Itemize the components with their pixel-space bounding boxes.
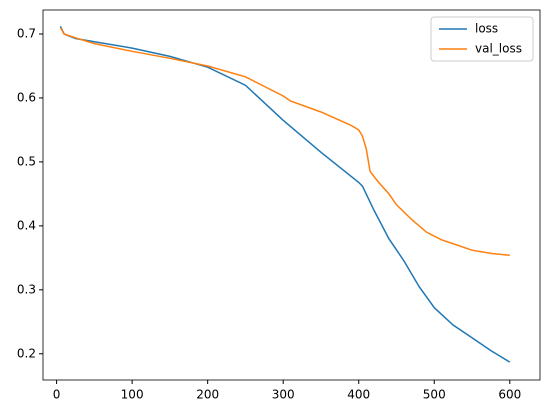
x-tick-label: 200 (196, 388, 219, 402)
x-tick-label: 500 (423, 388, 446, 402)
x-tick-label: 400 (347, 388, 370, 402)
legend-box (430, 16, 534, 62)
y-tick-label: 0.2 (17, 346, 36, 360)
legend-label: loss (475, 22, 498, 36)
x-tick-label: 300 (272, 388, 295, 402)
x-tick-label: 600 (498, 388, 521, 402)
y-tick-label: 0.7 (17, 26, 36, 40)
x-tick-label: 100 (121, 388, 144, 402)
line (59, 27, 510, 257)
y-tick-label: 0.6 (17, 90, 36, 104)
line (59, 25, 511, 363)
legend-label: val_loss (475, 42, 522, 56)
y-tick-label: 0.3 (17, 282, 36, 296)
axes-frame (42, 9, 541, 381)
x-tick-label: 0 (53, 388, 61, 402)
y-tick-label: 0.4 (17, 218, 36, 232)
y-tick-label: 0.5 (17, 154, 36, 168)
